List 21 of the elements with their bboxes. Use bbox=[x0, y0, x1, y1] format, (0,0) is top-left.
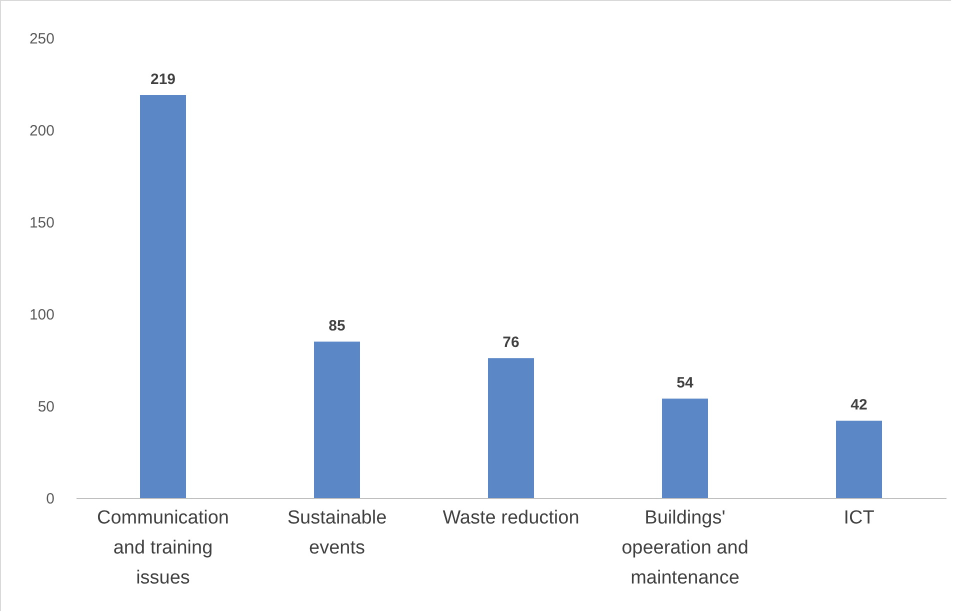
bar bbox=[140, 95, 186, 498]
data-label: 219 bbox=[150, 71, 176, 88]
y-tick-label: 200 bbox=[29, 122, 54, 140]
data-label: 42 bbox=[850, 396, 868, 414]
data-label: 85 bbox=[328, 318, 346, 335]
x-tick-label: ICT bbox=[844, 508, 875, 528]
y-tick-label: 50 bbox=[38, 398, 54, 416]
y-tick-label: 150 bbox=[29, 214, 54, 232]
y-tick-label: 0 bbox=[46, 490, 54, 508]
data-label: 54 bbox=[676, 374, 694, 392]
x-tick-label: Buildings' opeeration and maintenance bbox=[622, 508, 748, 588]
y-tick-label: 100 bbox=[29, 306, 54, 324]
bar bbox=[488, 358, 534, 498]
bar bbox=[836, 420, 882, 498]
y-tick-label: 250 bbox=[29, 30, 54, 48]
x-tick-label: Sustainable events bbox=[287, 508, 387, 558]
x-tick-label: Communication and training issues bbox=[97, 508, 229, 588]
data-label: 76 bbox=[502, 334, 520, 352]
bar bbox=[662, 398, 708, 498]
bar bbox=[314, 342, 360, 498]
x-tick-label: Waste reduction bbox=[442, 508, 580, 528]
